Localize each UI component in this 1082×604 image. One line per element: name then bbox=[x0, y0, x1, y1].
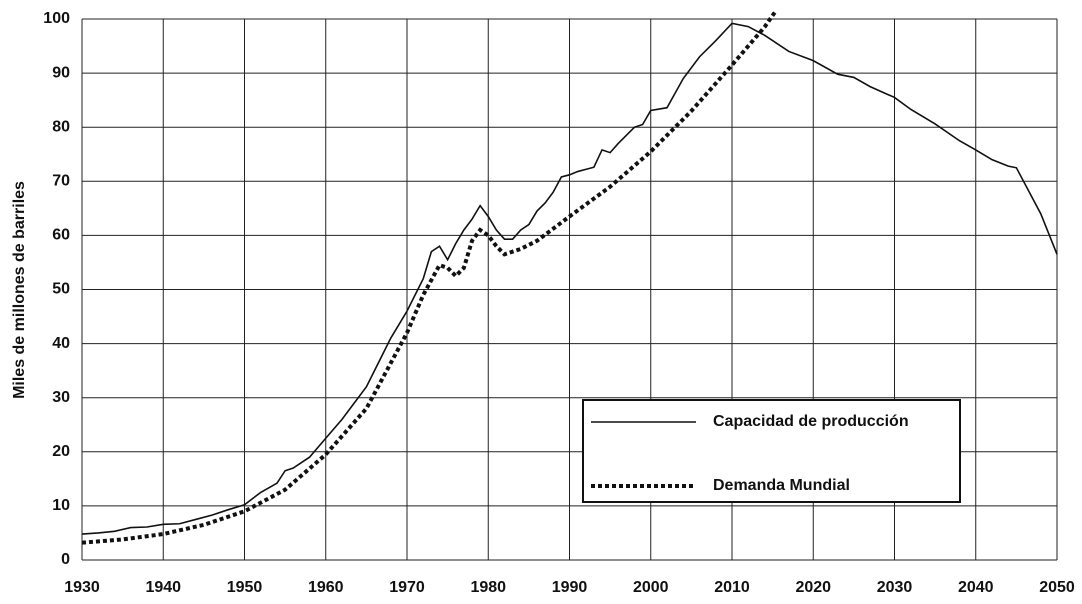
y-tick-label: 70 bbox=[52, 173, 70, 190]
x-tick-label: 1990 bbox=[552, 579, 588, 596]
x-tick-label: 2040 bbox=[958, 579, 994, 596]
x-tick-label: 1930 bbox=[64, 579, 100, 596]
x-tick-label: 2030 bbox=[877, 579, 913, 596]
x-tick-label: 1950 bbox=[227, 579, 263, 596]
y-tick-label: 90 bbox=[52, 64, 70, 81]
y-tick-label: 60 bbox=[52, 227, 70, 244]
x-tick-label: 2000 bbox=[633, 579, 669, 596]
y-tick-label: 80 bbox=[52, 118, 70, 135]
y-tick-label: 10 bbox=[52, 497, 70, 514]
x-tick-label: 2020 bbox=[795, 579, 831, 596]
y-tick-label: 40 bbox=[52, 335, 70, 352]
series-line bbox=[82, 22, 1058, 535]
x-tick-label: 1970 bbox=[389, 579, 425, 596]
y-tick-label: 50 bbox=[52, 281, 70, 298]
legend-box bbox=[582, 399, 961, 503]
x-tick-label: 1960 bbox=[308, 579, 344, 596]
y-tick-label: 0 bbox=[61, 551, 70, 568]
series-line bbox=[82, 10, 777, 545]
x-tick-label: 2050 bbox=[1039, 579, 1075, 596]
x-tick-label: 1940 bbox=[145, 579, 181, 596]
plot bbox=[82, 10, 1058, 545]
x-tick-label: 2010 bbox=[714, 579, 750, 596]
legend-label: Demanda Mundial bbox=[713, 477, 850, 494]
legend-label: Capacidad de producción bbox=[713, 413, 909, 430]
x-tick-label: 1980 bbox=[470, 579, 506, 596]
y-tick-label: 20 bbox=[52, 443, 70, 460]
y-tick-label: 30 bbox=[52, 389, 70, 406]
y-axis-label: Miles de millones de barriles bbox=[11, 181, 28, 399]
y-tick-label: 100 bbox=[43, 10, 70, 27]
